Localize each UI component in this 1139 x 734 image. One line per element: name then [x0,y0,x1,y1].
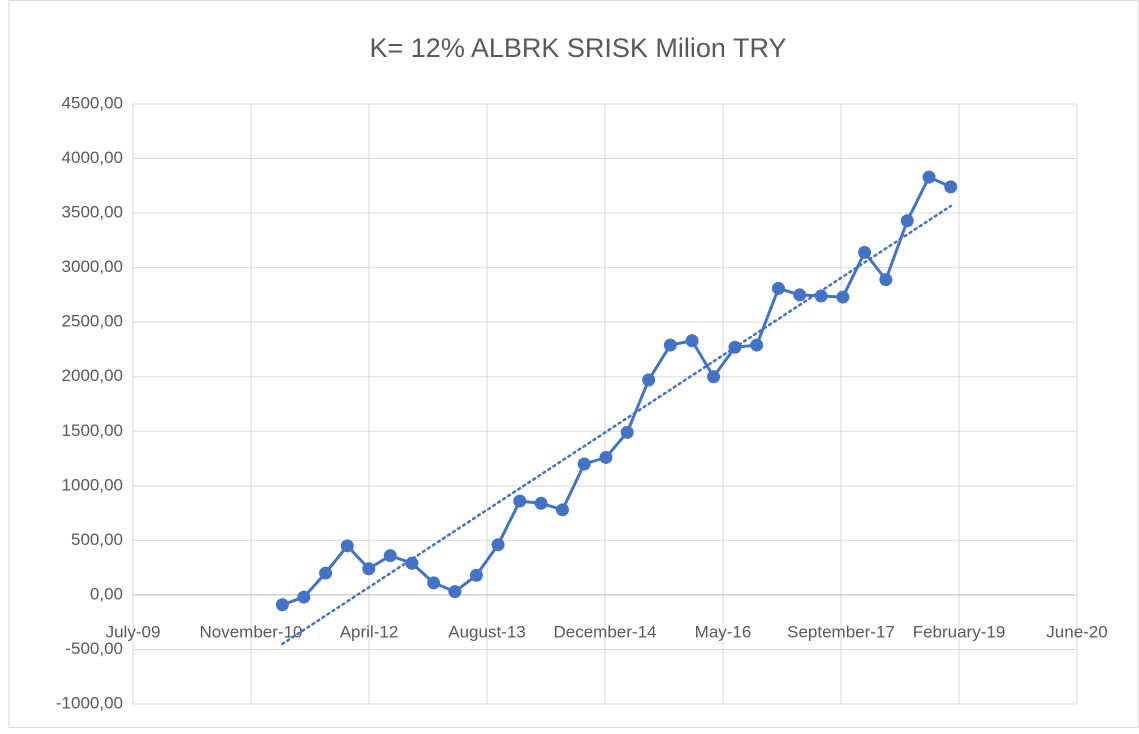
point [534,496,548,510]
point [793,288,807,302]
point [599,450,613,464]
x-tick-label: February-19 [913,622,1006,641]
y-tick-label: 1500,00 [62,421,123,440]
x-tick-label: August-13 [448,622,526,641]
point [814,289,828,303]
y-tick-label: -1000,00 [56,693,123,712]
point [319,566,333,580]
y-tick-label: 2000,00 [62,366,123,385]
x-tick-label: July-09 [106,622,161,641]
point [297,590,311,604]
chart-frame [8,0,1139,728]
point [944,180,958,194]
point [771,281,785,295]
y-tick-label: -500,00 [65,639,123,658]
point [469,568,483,582]
point [577,457,591,471]
y-tick-label: 0,00 [90,584,123,603]
y-tick-label: 4000,00 [62,148,123,167]
point [513,494,527,508]
x-tick-label: November-10 [200,622,303,641]
x-tick-label: April-12 [340,622,399,641]
x-tick-label: December-14 [554,622,657,641]
point [383,549,397,563]
point [275,598,289,612]
point [858,245,872,259]
trendline [281,204,952,646]
y-tick-label: 3000,00 [62,257,123,276]
point [707,370,721,384]
point [663,338,677,352]
point [491,538,505,552]
point [427,576,441,590]
point [879,273,893,287]
x-tick-label: June-20 [1046,622,1107,641]
point [556,503,570,517]
y-tick-label: 2500,00 [62,312,123,331]
point [340,539,354,553]
x-tick-label: September-17 [787,622,895,641]
chart-title: K= 12% ALBRK SRISK Milion TRY [370,33,787,63]
x-tick-label: May-16 [695,622,752,641]
y-tick-label: 4500,00 [62,93,123,112]
point [620,425,634,439]
y-tick-label: 1000,00 [62,475,123,494]
point [642,373,656,387]
point [362,562,376,576]
point [685,334,699,348]
point [836,290,850,304]
y-tick-label: 500,00 [71,530,123,549]
y-tick-label: 3500,00 [62,203,123,222]
point [922,170,936,184]
point [900,214,914,228]
point [728,340,742,354]
point [448,585,462,599]
point [750,338,764,352]
point [405,556,419,570]
